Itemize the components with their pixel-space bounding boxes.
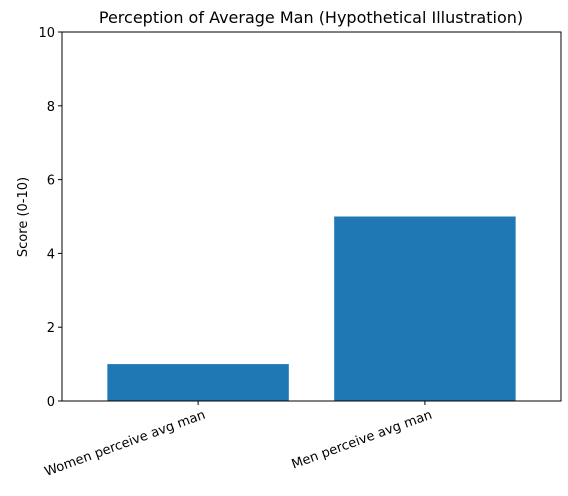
y-tick-label: 8: [47, 100, 55, 115]
chart-title: Perception of Average Man (Hypothetical …: [99, 8, 523, 27]
y-tick-label: 2: [47, 321, 55, 336]
x-axis-ticks: Women perceive avg man Men perceive avg m…: [43, 401, 435, 480]
y-axis-label: Score (0-10): [16, 177, 31, 257]
plot-frame: [61, 31, 562, 402]
y-tick-label: 0: [47, 395, 55, 410]
y-tick-label: 6: [47, 174, 55, 189]
x-tick-label: Men perceive avg man: [290, 408, 435, 473]
y-tick-label: 4: [47, 247, 55, 262]
bars: [107, 216, 516, 401]
y-axis-ticks: 0 2 4 6 8 10: [38, 26, 62, 410]
bar: [107, 364, 289, 401]
x-tick-label: Women perceive avg man: [43, 408, 208, 480]
bar: [334, 216, 516, 401]
y-tick-label: 10: [38, 26, 55, 41]
